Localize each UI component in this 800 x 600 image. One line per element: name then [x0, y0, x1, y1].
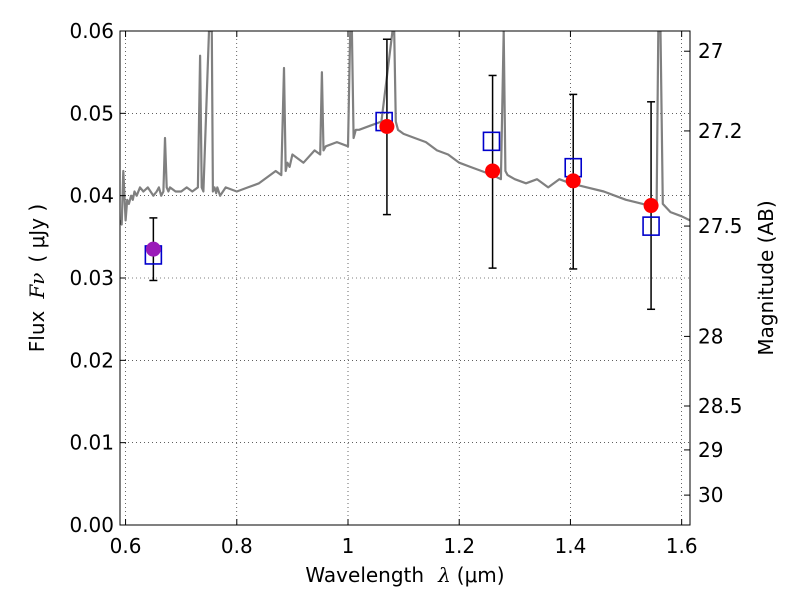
y-axis-label: Flux Fν ( μJy ): [25, 204, 49, 352]
magnitude-tick-label: 28.5: [698, 394, 743, 418]
y-tick-label: 0.03: [69, 266, 114, 290]
x-tick-label: 0.8: [221, 534, 253, 558]
magnitude-tick-label: 28: [698, 324, 723, 348]
y-axis-symbol: Fν: [25, 273, 49, 300]
x-tick-label: 1.2: [443, 534, 475, 558]
y-tick-label: 0.02: [69, 348, 114, 372]
observed-point: [379, 119, 395, 135]
x-axis-unit: (μm): [457, 563, 505, 587]
magnitude-tick-label: 27.2: [698, 119, 743, 143]
y-tick-label: 0.00: [69, 513, 114, 537]
y-tick-label: 0.01: [69, 431, 114, 455]
grid: [120, 31, 690, 525]
y-tick-label: 0.04: [69, 184, 114, 208]
magnitude-tick-label: 27.5: [698, 214, 743, 238]
model-point: [482, 131, 501, 152]
y-axis-unit: ( μJy ): [25, 204, 49, 263]
observed-point: [643, 198, 659, 214]
spectrum-layer: [120, 31, 690, 226]
observed-point: [485, 163, 501, 179]
magnitude-axis-label: Magnitude (AB): [754, 200, 778, 355]
x-tick-label: 1: [342, 534, 355, 558]
x-tick-label: 1.6: [666, 534, 698, 558]
model-point: [642, 216, 660, 236]
y-tick-label: 0.05: [69, 101, 114, 125]
x-axis-symbol: λ: [437, 563, 451, 587]
spectrum-line: [120, 31, 690, 226]
y-axis-label-text: Flux: [25, 310, 49, 352]
x-tick-label: 0.6: [110, 534, 142, 558]
magnitude-tick-label: 30: [698, 483, 723, 507]
magnitude-tick-label: 27: [698, 39, 723, 63]
observed-point: [145, 241, 161, 257]
y-tick-label: 0.06: [69, 19, 114, 43]
x-axis-label-text: Wavelength: [305, 563, 424, 587]
x-axis-label: Wavelength λ (μm): [305, 563, 504, 587]
observed-point: [565, 173, 581, 189]
ticks: 0.6 0.8 1 1.2 1.4 1.6 0.00 0.01 0.02 0.03 0.04 0.05…: [69, 19, 742, 558]
observed-points-layer: [145, 119, 659, 257]
x-tick-label: 1.4: [555, 534, 587, 558]
magnitude-tick-label: 29: [698, 438, 723, 462]
